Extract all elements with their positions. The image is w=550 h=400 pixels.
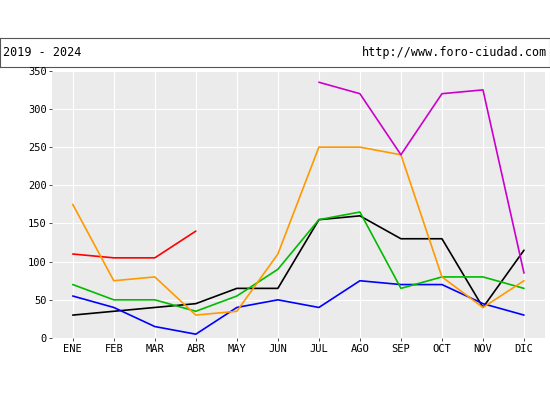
Text: http://www.foro-ciudad.com: http://www.foro-ciudad.com — [362, 46, 547, 59]
Text: Evolucion Nº Turistas Nacionales en el municipio de Montseny: Evolucion Nº Turistas Nacionales en el m… — [35, 12, 515, 26]
Text: 2019 - 2024: 2019 - 2024 — [3, 46, 81, 59]
